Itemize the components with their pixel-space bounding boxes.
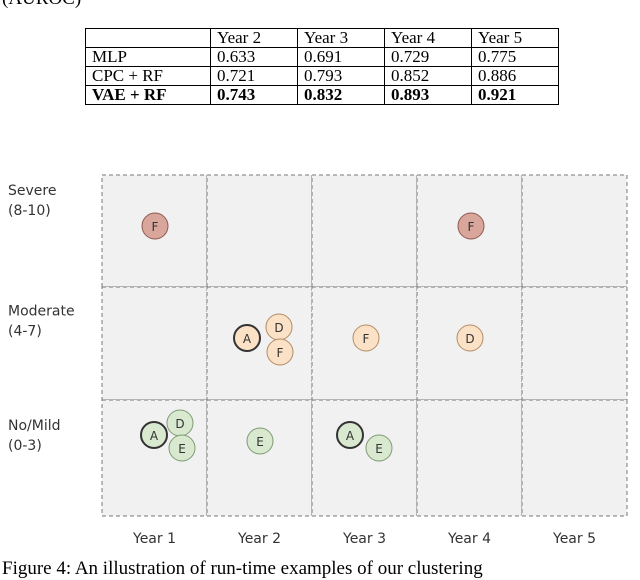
node (352, 324, 380, 352)
node (456, 324, 484, 352)
node-label: A (243, 332, 252, 346)
column-label: Year 1 (132, 531, 176, 547)
row-label: (8-10) (8, 203, 51, 219)
row-label: No/Mild (8, 418, 61, 434)
column-label: Year 5 (552, 531, 596, 547)
grid-cell (416, 399, 523, 517)
row-label: (4-7) (8, 324, 42, 340)
node (365, 434, 393, 462)
header-text: (AUROC) (2, 0, 81, 10)
grid-cell (101, 286, 208, 401)
cell: 0.921 (471, 85, 559, 105)
node (336, 421, 364, 449)
node (141, 212, 169, 240)
grid-cell (206, 399, 313, 517)
node-label: E (256, 435, 264, 449)
cell: 0.893 (384, 85, 472, 105)
grid-cell (521, 399, 628, 517)
node (246, 427, 274, 455)
node-label: F (277, 346, 284, 360)
column-label: Year 2 (237, 531, 281, 547)
node-label: F (152, 220, 159, 234)
column-label: Year 4 (447, 531, 491, 547)
column-label: Year 3 (342, 531, 386, 547)
node-label: E (375, 442, 383, 456)
node (168, 434, 196, 462)
grid-cell (206, 174, 313, 288)
node (266, 338, 294, 366)
cell: CPC + RF (85, 66, 211, 86)
cell: 0.729 (384, 47, 472, 67)
node-label: D (175, 417, 184, 431)
node (457, 212, 485, 240)
diagram: Severe (8-10) Moderate (4-7) No/Mild (0-3) Yea… (8, 174, 628, 547)
results-table: Year 2 Year 3 Year 4 Year 5 MLP 0.633 0.… (85, 28, 559, 105)
node-label: E (178, 442, 186, 456)
node (140, 421, 168, 449)
table-row: VAE + RF 0.743 0.832 0.893 0.921 (85, 85, 559, 105)
grid-cell (311, 399, 418, 517)
grid-cell (521, 286, 628, 401)
cell: VAE + RF (85, 85, 211, 105)
node-label: D (274, 321, 283, 335)
cell: 0.775 (471, 47, 559, 67)
cell: 0.633 (210, 47, 298, 67)
node-label: A (346, 429, 355, 443)
row-label: Moderate (8, 304, 75, 320)
cell: 0.832 (297, 85, 385, 105)
row-label: (0-3) (8, 438, 42, 454)
node-label: F (363, 332, 370, 346)
row-label: Severe (8, 183, 56, 199)
node-label: F (468, 220, 475, 234)
node-label: A (150, 429, 159, 443)
grid-cell (311, 174, 418, 288)
cell: 0.743 (210, 85, 298, 105)
node (233, 324, 261, 352)
grid-cell (521, 174, 628, 288)
header-cell: Year 3 (297, 28, 385, 48)
node-label: D (465, 332, 474, 346)
caption: Figure 4: An illustration of run-time ex… (2, 558, 483, 579)
